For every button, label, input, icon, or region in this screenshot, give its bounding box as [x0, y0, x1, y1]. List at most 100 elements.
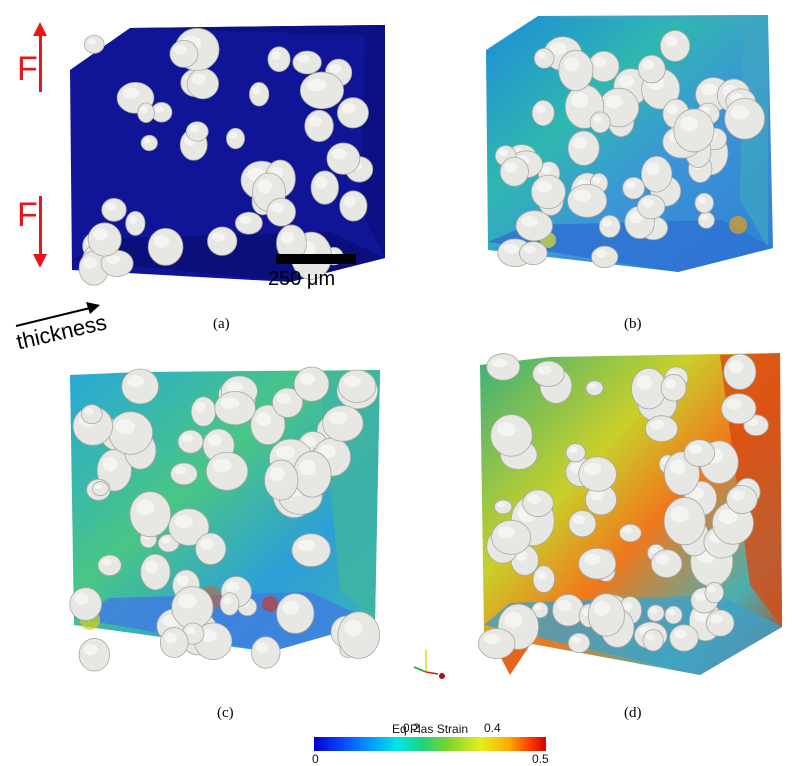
particle: [552, 594, 585, 627]
particle-highlight: [537, 51, 547, 59]
particle: [522, 489, 554, 517]
particle-highlight: [504, 612, 523, 628]
particle-highlight: [269, 466, 285, 482]
particle: [494, 499, 513, 515]
particle: [697, 211, 715, 229]
particle-highlight: [223, 596, 232, 605]
particle-highlight: [319, 444, 336, 458]
particle: [170, 462, 198, 486]
particle-highlight: [697, 196, 707, 204]
particle: [69, 587, 103, 621]
particle: [589, 111, 611, 134]
particle-highlight: [523, 245, 537, 254]
particle-highlight: [229, 131, 238, 139]
particle-highlight: [629, 211, 643, 224]
particle: [291, 533, 331, 567]
particle: [249, 82, 270, 107]
particle-highlight: [557, 599, 572, 611]
particle: [683, 439, 716, 467]
particle-highlight: [593, 115, 603, 123]
particle-highlight: [189, 125, 200, 132]
particle-highlight: [161, 537, 171, 544]
particle-highlight: [497, 502, 505, 508]
particle: [578, 547, 617, 580]
particle: [490, 414, 533, 457]
particle-highlight: [593, 56, 607, 68]
particle-highlight: [602, 219, 612, 227]
particle: [721, 393, 757, 425]
particle-highlight: [700, 83, 717, 96]
particle: [673, 108, 715, 153]
particle-highlight: [115, 419, 136, 435]
particle: [214, 391, 256, 426]
particle: [530, 174, 566, 210]
particle-highlight: [483, 633, 501, 645]
scale-bar: [276, 254, 356, 264]
particle: [186, 68, 219, 100]
particle-highlight: [276, 393, 291, 404]
particle: [659, 30, 691, 62]
particles-b: [494, 30, 766, 269]
particle: [642, 629, 664, 652]
panel-c: [60, 360, 390, 690]
particle-highlight: [650, 420, 665, 430]
particle: [478, 628, 516, 659]
particle-highlight: [670, 505, 689, 523]
particle-highlight: [666, 104, 679, 115]
particle-highlight: [504, 162, 518, 173]
particle-highlight: [343, 375, 361, 388]
particle-highlight: [664, 378, 677, 389]
particle-highlight: [328, 411, 347, 425]
particles-a: [78, 27, 374, 286]
panel-d: [470, 345, 790, 685]
particle-highlight: [299, 373, 316, 386]
particle-highlight: [174, 515, 193, 528]
particle-highlight: [645, 162, 660, 176]
particle-highlight: [271, 203, 285, 213]
particle: [266, 197, 296, 227]
particle-highlight: [535, 104, 546, 114]
particle: [129, 491, 172, 538]
caption-a: (a): [213, 316, 230, 332]
particle: [337, 611, 380, 659]
particle-highlight: [200, 629, 217, 643]
particle-highlight: [655, 554, 670, 565]
particle: [337, 369, 377, 403]
particle-highlight: [731, 490, 745, 501]
particle-highlight: [331, 148, 347, 160]
particle-highlight: [342, 102, 357, 114]
particle: [292, 451, 332, 498]
particle: [171, 586, 214, 629]
particle: [234, 211, 263, 235]
particle-highlight: [673, 629, 687, 639]
particle-highlight: [122, 87, 140, 99]
particle-highlight: [275, 445, 296, 460]
particle-highlight: [143, 138, 151, 144]
particle: [587, 593, 625, 637]
particle: [121, 368, 159, 405]
arrow-down-icon: [39, 196, 42, 256]
particle-highlight: [590, 489, 605, 501]
particle: [169, 39, 199, 68]
particle-highlight: [625, 181, 636, 189]
particle-highlight: [185, 626, 196, 635]
particle: [704, 581, 725, 604]
axis-triad-icon: [404, 642, 452, 687]
particle: [219, 592, 240, 616]
particle: [588, 50, 620, 83]
arrow-down-head: [33, 254, 47, 268]
particle-highlight: [536, 181, 552, 193]
particle: [276, 593, 315, 634]
particle-highlight: [329, 63, 342, 74]
particle-highlight: [239, 216, 252, 224]
particle-highlight: [584, 553, 601, 565]
particle: [637, 194, 666, 220]
particle-highlight: [140, 106, 148, 114]
particle-highlight: [534, 604, 542, 611]
force-arrow-up: F: [17, 50, 38, 88]
particle-highlight: [650, 547, 658, 554]
particle: [515, 210, 553, 242]
particle: [322, 405, 364, 442]
scale-label: 250 μm: [268, 268, 336, 290]
colorbar-tick-0.4: 0.4: [484, 721, 501, 735]
